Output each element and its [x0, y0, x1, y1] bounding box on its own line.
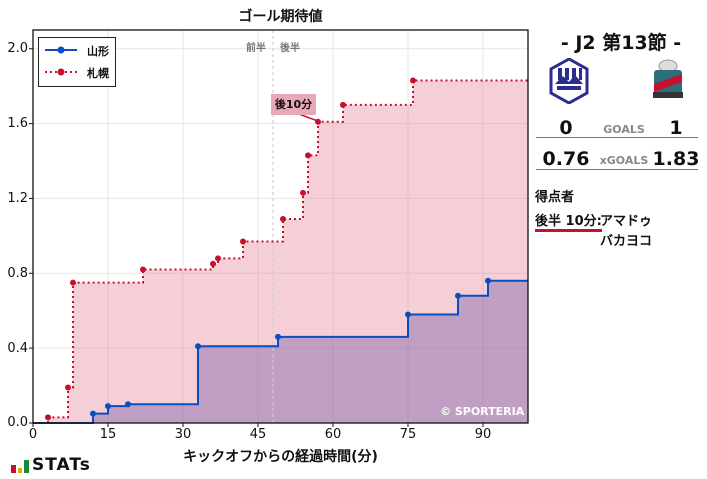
xtick: 45 [249, 427, 267, 442]
ytick: 1.2 [7, 191, 28, 206]
ytick: 0.8 [7, 266, 28, 281]
xtick: 30 [174, 427, 192, 442]
stats-bar-icon [11, 460, 29, 473]
dotted-line-icon [45, 68, 77, 76]
scorer-time: 後半 10分: [535, 210, 602, 232]
divider [536, 169, 698, 170]
legend-yamagata: 山形 [39, 40, 115, 60]
second-half-label: 後半 [280, 43, 300, 54]
ytick: 1.6 [7, 116, 28, 131]
xg-step-chart [29, 29, 529, 427]
legend-sapporo: 札幌 [39, 62, 115, 82]
scorer-name: アマドゥ [600, 214, 653, 229]
goals-row: 0 GOALS 1 [536, 117, 698, 139]
xg-row: 0.76 xGOALS 1.83 [536, 148, 700, 170]
xg-label: xGOALS [599, 154, 649, 167]
xtick: 90 [474, 427, 492, 442]
ytick: 2.0 [7, 41, 28, 56]
ytick: 0.0 [7, 415, 28, 430]
scorers-heading: 得点者 [535, 190, 575, 205]
home-goals: 0 [559, 117, 573, 139]
xtick: 75 [399, 427, 417, 442]
goal-annotation: 後10分 [271, 94, 316, 115]
chart-title: ゴール期待値 [238, 9, 323, 25]
brand-logo: STATs [32, 455, 91, 475]
match-title: - J2 第13節 - [560, 32, 682, 54]
xtick: 15 [99, 427, 117, 442]
away-xg: 1.83 [652, 148, 700, 170]
first-half-label: 前半 [246, 43, 266, 54]
ytick: 0.4 [7, 341, 28, 356]
montedio-logo-icon [549, 58, 589, 104]
watermark: © SPORTERIA [440, 405, 525, 418]
home-xg: 0.76 [542, 148, 590, 170]
goals-label: GOALS [603, 123, 645, 136]
x-axis-label: キックオフからの経過時間(分) [183, 449, 378, 465]
legend: 山形 札幌 [38, 37, 116, 87]
sapporo-logo-icon [653, 59, 683, 98]
solid-line-icon [45, 46, 77, 54]
away-goals: 1 [669, 117, 683, 139]
divider [536, 137, 698, 138]
scorer-name: バカヨコ [600, 234, 653, 249]
xtick: 0 [28, 427, 38, 442]
xtick: 60 [324, 427, 342, 442]
